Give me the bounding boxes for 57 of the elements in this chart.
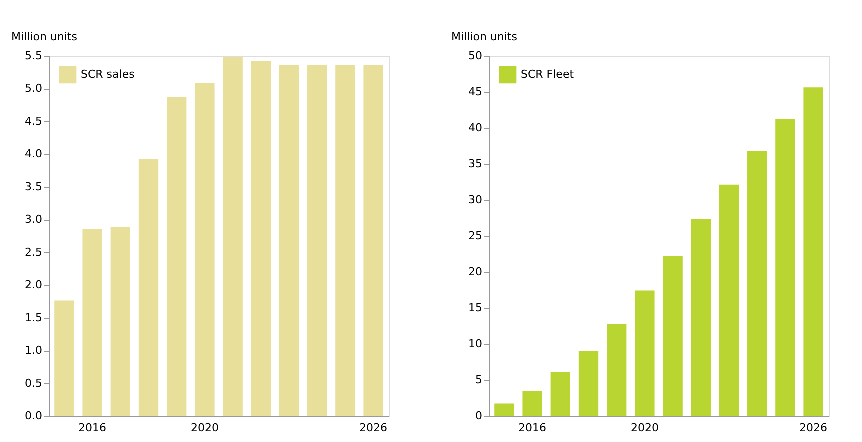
x-tick-label: 2020: [630, 422, 659, 434]
bar: [138, 159, 159, 416]
y-axis-title: Million units: [12, 30, 78, 44]
y-axis-title: Million units: [452, 30, 518, 44]
y-tick-label: 0: [476, 410, 482, 422]
y-tick-label: 15: [468, 302, 482, 314]
y-tick-label: 45: [468, 86, 482, 98]
x-tick-label: 2026: [800, 422, 828, 434]
y-tick-label: 20: [468, 266, 482, 278]
x-tick-label: 2026: [360, 422, 388, 434]
bar: [54, 300, 74, 416]
bar: [748, 151, 768, 416]
y-tick-label: 25: [468, 230, 482, 242]
bar: [578, 351, 599, 416]
y-tick-label: 1.0: [25, 344, 42, 358]
y-tick-label: 10: [468, 338, 482, 350]
bar: [494, 404, 514, 416]
y-tick-label: 1.5: [25, 311, 42, 324]
x-tick-label: 2016: [518, 422, 547, 434]
bar: [522, 392, 542, 416]
y-tick-label: 5: [476, 374, 482, 386]
y-tick-label: 4.0: [25, 148, 42, 161]
bar: [308, 65, 328, 416]
y-tick-label: 2.5: [25, 246, 42, 259]
bar: [223, 57, 243, 416]
y-tick-label: 3.0: [25, 213, 42, 226]
y-tick-label: 4.5: [25, 114, 42, 128]
bar: [607, 324, 627, 416]
bar: [364, 65, 384, 416]
bar: [550, 372, 570, 416]
legend-label: SCR sales: [81, 68, 136, 81]
bar: [776, 119, 796, 416]
bar: [251, 61, 271, 416]
y-tick-label: 50: [468, 50, 482, 62]
y-tick-label: 0.5: [25, 376, 42, 390]
y-tick-label: 0.0: [25, 410, 42, 422]
y-tick-label: 2.0: [25, 278, 42, 292]
x-tick-label: 2020: [190, 422, 219, 434]
y-tick-label: 5.5: [25, 50, 42, 62]
bar: [663, 256, 683, 416]
bar: [804, 88, 824, 416]
bar: [691, 219, 711, 416]
bar: [279, 65, 300, 416]
bar: [167, 97, 187, 416]
y-tick-label: 40: [468, 122, 482, 134]
y-tick-label: 5.0: [25, 82, 42, 96]
y-tick-label: 35: [468, 158, 482, 170]
legend-label: SCR Fleet: [521, 68, 575, 81]
bar: [110, 227, 130, 416]
bar: [195, 83, 215, 416]
bar: [336, 65, 356, 416]
y-tick-label: 30: [468, 194, 482, 206]
bar: [635, 290, 655, 416]
bar: [719, 184, 740, 416]
x-tick-label: 2016: [78, 422, 107, 434]
y-tick-label: 3.5: [25, 180, 42, 194]
bar: [82, 229, 102, 416]
